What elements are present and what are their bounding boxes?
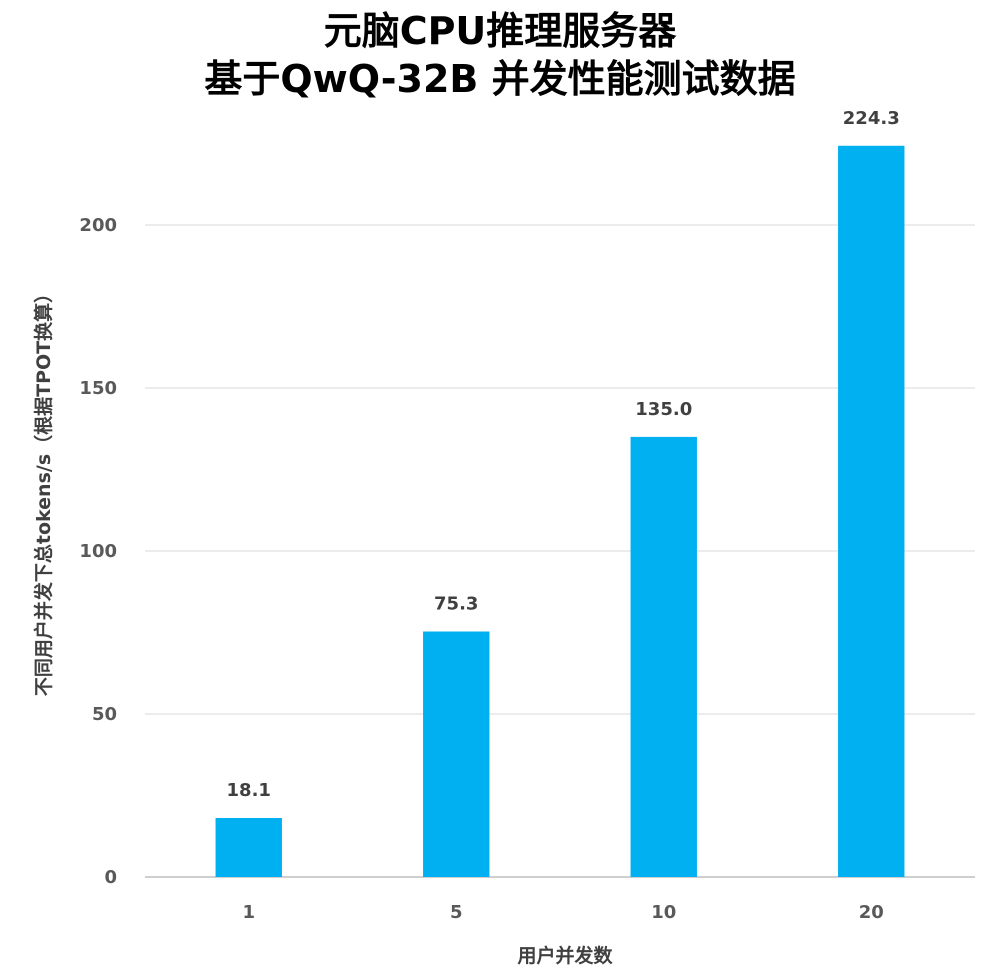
x-tick-label-1: 1 (242, 902, 255, 923)
bar-10 (630, 436, 697, 877)
y-tick-label: 200 (79, 215, 117, 236)
x-axis-ticks: 1 5 10 20 (242, 902, 883, 923)
y-tick-label: 150 (79, 378, 117, 399)
y-tick-label: 0 (104, 867, 117, 888)
bar-1 (215, 817, 282, 877)
chart-title: 元脑CPU推理服务器 (323, 9, 677, 53)
data-label-10: 135.0 (635, 399, 692, 420)
y-axis-ticks: 0 50 100 150 200 (79, 215, 117, 888)
data-label-20: 224.3 (843, 108, 900, 129)
x-axis-title: 用户并发数 (517, 944, 613, 967)
data-label-5: 75.3 (434, 594, 478, 615)
gridlines (145, 224, 975, 878)
bar-20 (838, 145, 905, 878)
y-tick-label: 100 (79, 541, 117, 562)
bars (215, 145, 905, 878)
chart-subtitle: 基于QwQ-32B 并发性能测试数据 (204, 57, 796, 101)
data-label-1: 18.1 (227, 780, 271, 801)
x-tick-label-10: 10 (651, 902, 676, 923)
x-tick-label-5: 5 (450, 902, 463, 923)
bar-5 (423, 631, 490, 877)
x-tick-label-20: 20 (859, 902, 884, 923)
data-labels: 18.1 75.3 135.0 224.3 (227, 108, 900, 801)
y-axis-title: 不同用户并发下总tokens/s（根据TPOT换算） (32, 284, 55, 696)
y-tick-label: 50 (92, 704, 117, 725)
